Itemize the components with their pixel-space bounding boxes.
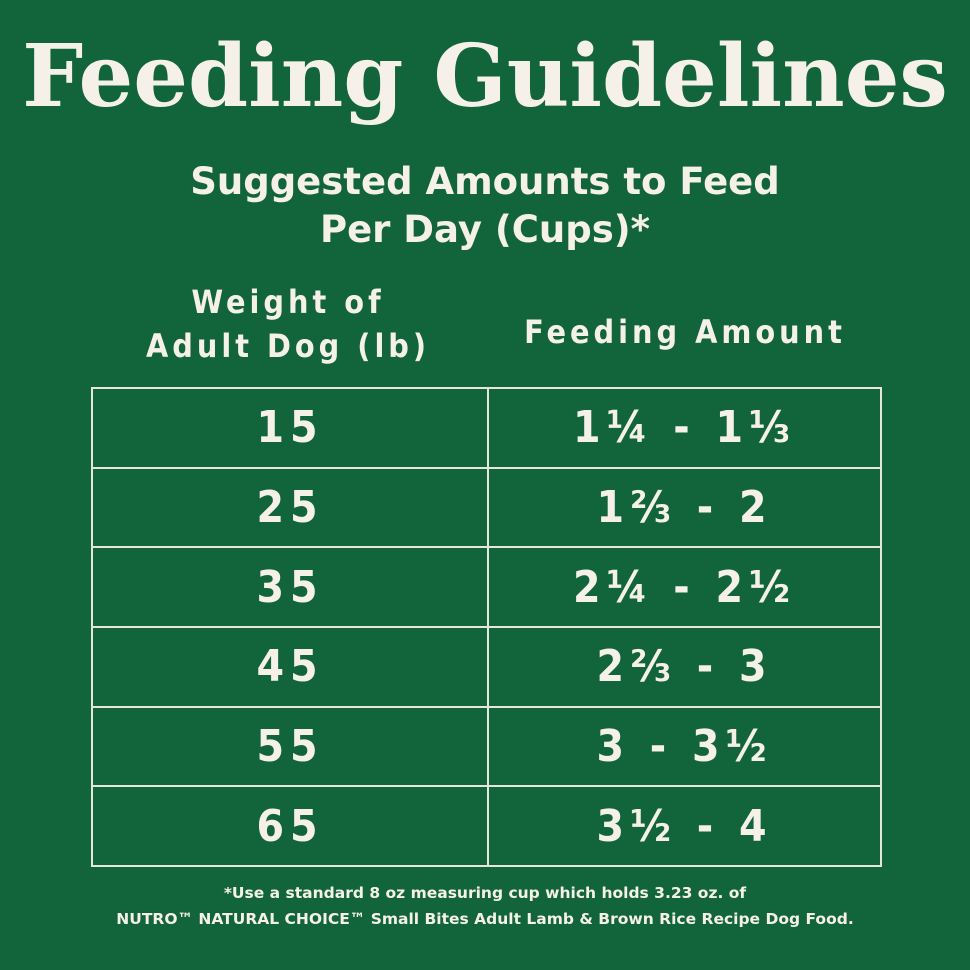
- amount-cell: 2¼ - 2½: [487, 546, 882, 628]
- weight-cell: 35: [91, 546, 489, 628]
- table-row: 25 1⅔ - 2: [91, 466, 882, 549]
- amount-column-header: Feeding Amount: [500, 310, 870, 354]
- weight-column-header: Weight of Adult Dog (lb): [118, 280, 458, 368]
- weight-cell: 55: [91, 705, 489, 788]
- amount-cell: 3½ - 4: [487, 785, 882, 867]
- amount-cell: 1¼ - 1⅓: [487, 387, 882, 469]
- weight-header-line-2: Adult Dog (lb): [145, 327, 431, 365]
- subtitle-line-1: Suggested Amounts to Feed: [190, 160, 780, 203]
- table-row: 15 1¼ - 1⅓: [91, 387, 882, 469]
- weight-cell: 25: [91, 466, 489, 549]
- subtitle: Suggested Amounts to Feed Per Day (Cups)…: [0, 158, 970, 254]
- amount-header-label: Feeding Amount: [524, 313, 846, 351]
- weight-cell: 65: [91, 785, 489, 867]
- page-title: Feeding Guidelines: [22, 26, 948, 127]
- weight-header-line-1: Weight of: [191, 283, 385, 321]
- weight-cell: 15: [91, 387, 489, 469]
- footnote: *Use a standard 8 oz measuring cup which…: [0, 880, 970, 932]
- subtitle-line-2: Per Day (Cups)*: [319, 208, 651, 251]
- table-row: 65 3½ - 4: [91, 785, 882, 867]
- footnote-line-2: NUTRO™ NATURAL CHOICE™ Small Bites Adult…: [116, 910, 854, 928]
- table-row: 35 2¼ - 2½: [91, 546, 882, 628]
- feeding-table: 15 1¼ - 1⅓ 25 1⅔ - 2 35 2¼ - 2½ 45 2⅔ - …: [91, 387, 882, 867]
- footnote-line-1: *Use a standard 8 oz measuring cup which…: [223, 884, 747, 902]
- table-row: 55 3 - 3½: [91, 705, 882, 788]
- weight-cell: 45: [91, 625, 489, 708]
- amount-cell: 2⅔ - 3: [487, 625, 882, 708]
- amount-cell: 3 - 3½: [487, 705, 882, 788]
- table-row: 45 2⅔ - 3: [91, 625, 882, 708]
- amount-cell: 1⅔ - 2: [487, 466, 882, 549]
